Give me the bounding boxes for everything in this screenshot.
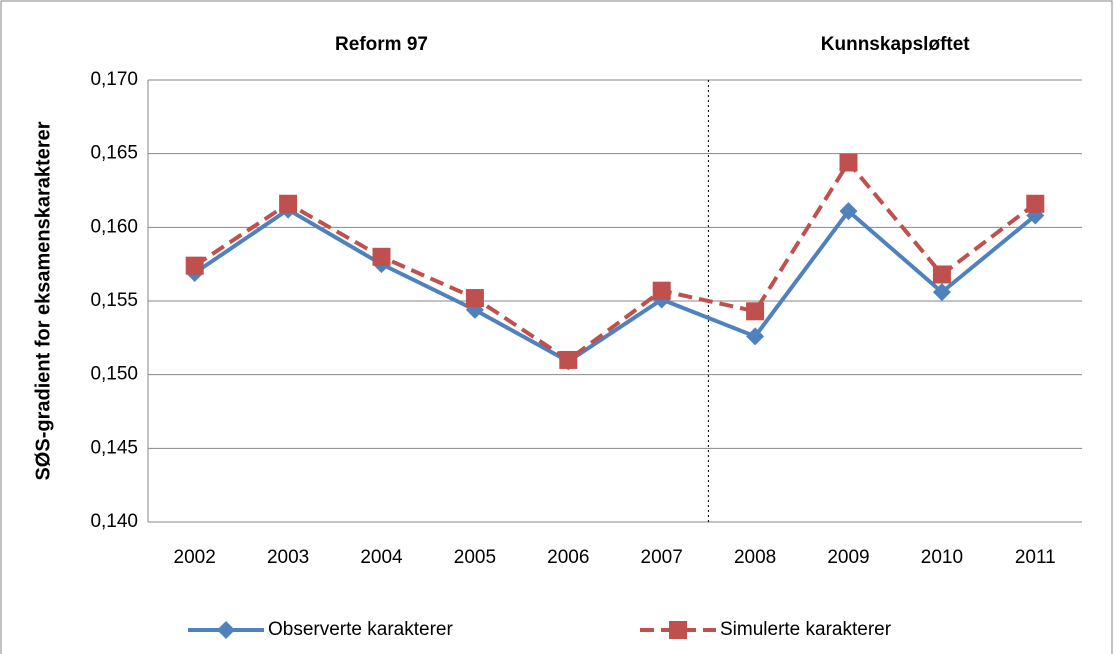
- point: [839, 153, 858, 172]
- series-line: [193, 207, 1037, 364]
- point: [185, 256, 204, 275]
- point: [839, 202, 858, 221]
- y-axis-label: SØS-gradient for eksamenskarakterer: [32, 121, 54, 480]
- point: [1026, 194, 1045, 213]
- annotation: Kunnskapsløftet: [821, 34, 971, 55]
- legend-marker: [669, 621, 687, 639]
- point: [652, 281, 671, 300]
- x-tick-label: 2006: [547, 547, 589, 568]
- y-tick-label: 0,155: [90, 290, 138, 311]
- point: [746, 302, 765, 321]
- point: [465, 289, 484, 308]
- legend-label: Simulerte karakterer: [720, 619, 892, 640]
- y-tick-label: 0,165: [90, 143, 138, 164]
- y-tick-label: 0,160: [90, 216, 138, 237]
- y-tick-label: 0,150: [90, 364, 138, 385]
- point: [279, 194, 298, 213]
- x-tick-label: 2009: [827, 547, 869, 568]
- x-tick-label: 2005: [454, 547, 496, 568]
- x-tick-label: 2007: [641, 547, 683, 568]
- annotation: Reform 97: [335, 34, 428, 55]
- x-tick-label: 2003: [267, 547, 309, 568]
- point: [746, 327, 765, 346]
- series-line: [193, 159, 1037, 363]
- point: [932, 265, 951, 284]
- point: [372, 247, 391, 266]
- y-tick-label: 0,140: [90, 511, 138, 532]
- y-tick-label: 0,145: [90, 437, 138, 458]
- point: [559, 350, 578, 369]
- x-tick-label: 2008: [734, 547, 776, 568]
- point: [932, 283, 951, 302]
- x-tick-label: 2004: [360, 547, 403, 568]
- y-tick-label: 0,170: [90, 69, 138, 90]
- x-tick-label: 2010: [921, 547, 963, 568]
- legend-marker: [217, 621, 235, 639]
- x-tick-label: 2011: [1015, 547, 1056, 568]
- x-tick-label: 2002: [174, 547, 216, 568]
- legend-label: Observerte karakterer: [268, 619, 453, 640]
